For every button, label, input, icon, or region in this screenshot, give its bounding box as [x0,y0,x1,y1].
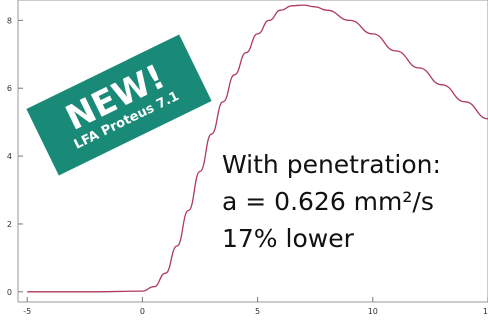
annotation-line-3: 17% lower [222,224,354,253]
annotation-line-2: a = 0.626 mm²/s [222,187,434,216]
y-tick-label: 8 [7,16,12,25]
plot-frame [17,0,488,303]
x-tick-label: 0 [140,307,145,316]
axis-ticks [18,19,488,302]
y-tick-label: 4 [7,152,12,161]
x-tick-label: 15 [483,307,488,316]
y-tick-label: 0 [7,288,12,297]
y-tick-label: 2 [7,220,12,229]
annotation-text: With penetration: a = 0.626 mm²/s 17% lo… [222,146,441,257]
x-tick-label: 10 [368,307,378,316]
y-tick-label: 6 [7,84,12,93]
series-group [27,4,488,293]
tick-labels: -5 0 5 10 15 0 2 4 6 8 [7,16,488,316]
annotation-line-1: With penetration: [222,150,441,179]
x-tick-label: -5 [23,307,31,316]
x-tick-label: 5 [255,307,260,316]
series-line [27,4,488,293]
